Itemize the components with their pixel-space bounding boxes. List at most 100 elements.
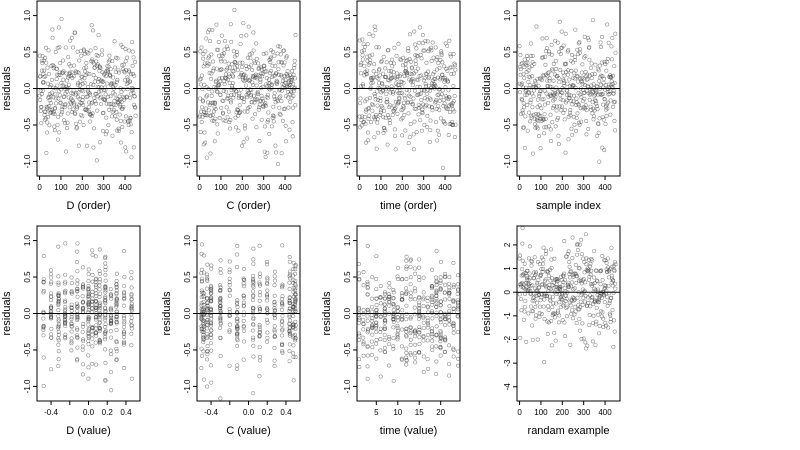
data-point [284, 139, 289, 144]
data-point [417, 330, 422, 335]
data-point [526, 79, 531, 84]
data-point [609, 273, 614, 278]
data-point [290, 134, 295, 139]
data-point [438, 58, 443, 63]
data-point [376, 130, 381, 135]
y-tick-label: -1.0 [503, 154, 512, 168]
data-point [291, 378, 296, 383]
data-point [287, 274, 292, 279]
y-tick-label: 0.5 [183, 271, 192, 283]
data-point [397, 85, 402, 90]
data-point [517, 292, 522, 297]
data-point [228, 98, 233, 103]
data-point [374, 276, 379, 281]
data-point [544, 248, 549, 253]
data-point [447, 304, 452, 309]
data-point [281, 78, 286, 83]
data-point [391, 109, 396, 114]
data-point [222, 47, 227, 52]
data-point [370, 332, 375, 337]
data-point [584, 77, 589, 82]
data-point [429, 295, 434, 300]
data-point [430, 108, 435, 113]
data-point [72, 102, 77, 107]
data-point [56, 322, 61, 327]
data-point [418, 91, 423, 96]
data-point [237, 91, 242, 96]
data-point [611, 88, 616, 93]
data-point [438, 353, 443, 358]
data-point [356, 271, 361, 276]
data-point [201, 302, 206, 307]
data-point [257, 282, 262, 287]
data-point [40, 58, 45, 63]
data-point [396, 91, 401, 96]
data-point [293, 264, 298, 269]
data-point [564, 296, 569, 301]
data-point [92, 79, 97, 84]
data-point [411, 132, 416, 137]
data-point [129, 85, 134, 90]
data-point [129, 285, 134, 290]
data-point [264, 82, 269, 87]
data-point [231, 74, 236, 79]
data-point [204, 155, 209, 160]
data-point [357, 333, 362, 338]
data-point [86, 292, 91, 297]
data-point [586, 267, 591, 272]
data-point [108, 292, 113, 297]
data-point [451, 323, 456, 328]
data-point [198, 96, 203, 101]
data-point [517, 44, 522, 49]
data-point [199, 251, 204, 256]
data-point [399, 291, 404, 296]
data-point [546, 124, 551, 129]
data-point [404, 254, 409, 259]
data-point [408, 342, 413, 347]
data-point [363, 121, 368, 126]
data-point [426, 333, 431, 338]
data-point [291, 278, 296, 283]
data-point [69, 341, 74, 346]
data-point [417, 274, 422, 279]
data-point [566, 284, 571, 289]
data-point [447, 318, 452, 323]
data-point [430, 344, 435, 349]
data-point [88, 48, 93, 53]
data-point [372, 92, 377, 97]
data-point [578, 92, 583, 97]
data-point [523, 298, 528, 303]
data-point [101, 129, 106, 134]
data-point [408, 337, 413, 342]
data-point [69, 275, 74, 280]
data-point [127, 48, 132, 53]
data-point [613, 262, 618, 267]
data-point [235, 336, 240, 341]
data-point [529, 113, 534, 118]
data-point [404, 303, 409, 308]
data-point [71, 45, 76, 50]
data-point [257, 293, 262, 298]
data-point [559, 90, 564, 95]
data-point [597, 63, 602, 68]
x-axis-label: C (value) [226, 425, 271, 437]
data-point [227, 259, 232, 264]
data-point [606, 283, 611, 288]
data-point [540, 269, 545, 274]
data-point [287, 331, 292, 336]
data-point [528, 100, 533, 105]
data-point [367, 113, 372, 118]
data-point [437, 65, 442, 70]
data-point [269, 124, 274, 129]
data-point [259, 93, 264, 98]
data-point [430, 347, 435, 352]
data-point [408, 325, 413, 330]
data-point [389, 76, 394, 81]
data-point [412, 312, 417, 317]
data-point [37, 53, 42, 58]
data-point [553, 338, 558, 343]
data-point [90, 252, 95, 257]
data-point [251, 289, 256, 294]
data-point [53, 106, 58, 111]
data-point [411, 96, 416, 101]
